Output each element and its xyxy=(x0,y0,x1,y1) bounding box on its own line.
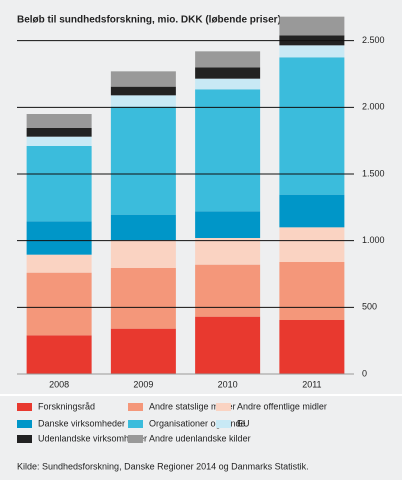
bar-segment xyxy=(195,51,261,68)
legend-label: Andre offentlige midler xyxy=(237,401,327,411)
legend-label: Danske virksomheder xyxy=(38,418,125,428)
y-tick-label: 2.000 xyxy=(362,102,385,112)
bar-segment xyxy=(195,316,261,374)
bar-segment xyxy=(195,67,261,79)
bar-segment xyxy=(26,272,92,336)
legend-swatch xyxy=(128,435,143,443)
bar-segment xyxy=(26,221,92,255)
bar-segment xyxy=(279,57,345,195)
bar-segment xyxy=(26,146,92,222)
x-tick-label: 2009 xyxy=(133,379,153,389)
bar-segment xyxy=(26,254,92,273)
y-tick-label: 2.500 xyxy=(362,35,385,45)
bar-segment xyxy=(110,328,176,374)
legend-label: Andre udenlandske kilder xyxy=(149,433,251,443)
legend-label: Udenlandske virksomheder xyxy=(38,433,147,443)
legend-label: EU xyxy=(237,418,250,428)
legend-label: Forskningsråd xyxy=(38,401,95,411)
legend-swatch xyxy=(17,435,32,443)
bar-segment xyxy=(195,78,261,90)
legend-swatch xyxy=(17,403,32,411)
bar-segment xyxy=(110,240,176,268)
legend-label: Andre statslige midler xyxy=(149,401,236,411)
bar-segment xyxy=(195,264,261,317)
bar-segment xyxy=(279,262,345,320)
legend-label: Organisationer og fonde xyxy=(149,418,246,428)
y-tick-label: 500 xyxy=(362,302,377,312)
legend-swatch xyxy=(128,420,143,428)
legend-swatch xyxy=(128,403,143,411)
bar-segment xyxy=(195,211,261,238)
bar-segment xyxy=(110,71,176,87)
bar-segment xyxy=(279,45,345,58)
chart-title: Beløb til sundhedsforskning, mio. DKK (l… xyxy=(17,15,281,26)
bar-segment xyxy=(110,214,176,240)
bar-segment xyxy=(110,95,176,107)
y-tick-label: 1.000 xyxy=(362,235,385,245)
bar-segment xyxy=(195,238,261,265)
y-tick-label: 0 xyxy=(362,368,367,378)
legend-swatch xyxy=(17,420,32,428)
bar-segment xyxy=(195,89,261,212)
bar-segment xyxy=(279,194,345,228)
x-tick-label: 2011 xyxy=(302,379,321,389)
bar-segment xyxy=(26,128,92,137)
bar-segment xyxy=(26,114,92,128)
bar-segment xyxy=(279,227,345,262)
bar-segment xyxy=(110,106,176,215)
source: Kilde: Sundhedsforskning, Danske Regione… xyxy=(17,461,309,471)
bar-segment xyxy=(279,16,345,36)
legend-swatch xyxy=(216,403,231,411)
bar-segment xyxy=(279,320,345,374)
x-tick-label: 2008 xyxy=(49,379,69,389)
legend-swatch xyxy=(216,420,231,428)
bar-segment xyxy=(110,86,176,96)
bar-segment xyxy=(110,268,176,329)
bar-segment xyxy=(26,335,92,374)
bar-segment xyxy=(26,136,92,146)
x-tick-label: 2010 xyxy=(218,379,238,389)
y-tick-label: 1.500 xyxy=(362,168,385,178)
